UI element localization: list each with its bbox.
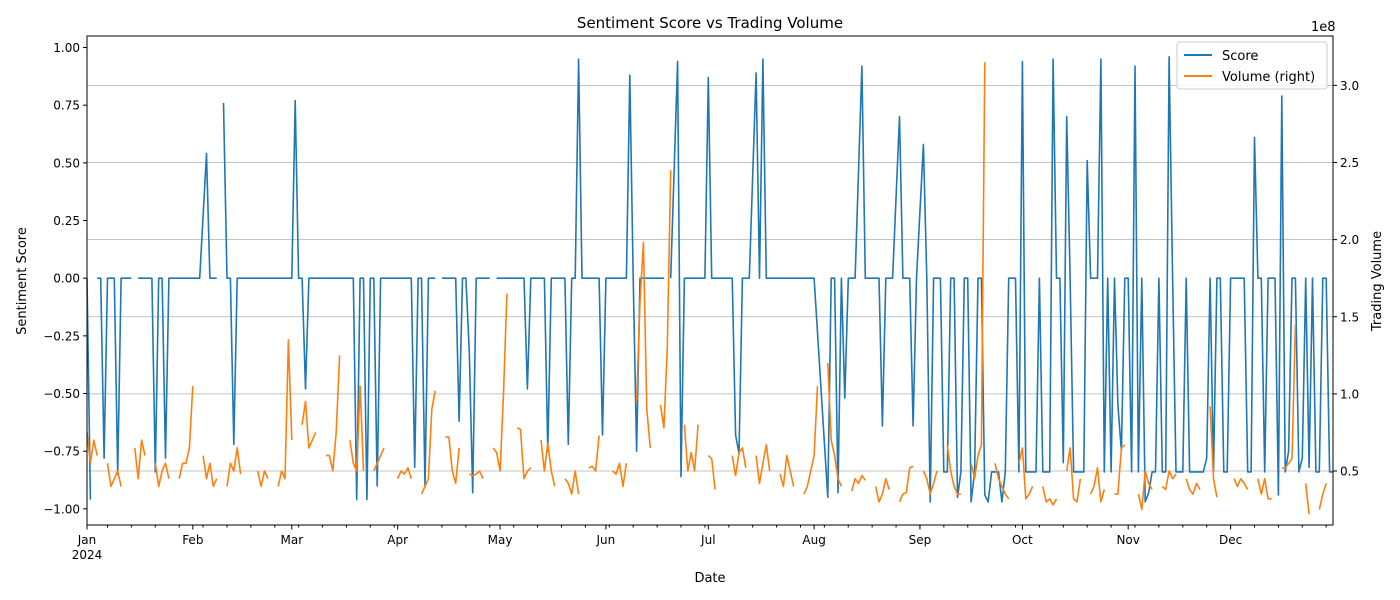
- legend-label-score: Score: [1222, 49, 1258, 64]
- x-axis-label: Date: [694, 571, 725, 586]
- legend-label-volume: Volume (right): [1222, 70, 1315, 85]
- y2-tick-label: 3.0: [1340, 79, 1359, 93]
- series-layer: [86, 56, 1333, 515]
- y2-tick-label: 1.5: [1340, 310, 1359, 324]
- y2-tick-label: 0.5: [1340, 465, 1359, 479]
- y-tick-label: −0.50: [43, 387, 80, 401]
- y-tick-label: 1.00: [53, 41, 80, 55]
- legend: Score Volume (right): [1176, 41, 1328, 90]
- y-tick-label: −0.25: [43, 329, 80, 343]
- y-tick-label: 0.25: [53, 214, 80, 228]
- y-tick-label: 0.75: [53, 99, 80, 113]
- score-series-line: [86, 56, 1333, 503]
- y2-tick-label: 2.0: [1340, 233, 1359, 247]
- x-tick-label: Sep: [909, 533, 932, 547]
- x-tick-label: Jun: [596, 533, 616, 547]
- plot-frame: [86, 35, 1334, 526]
- y2-tick-label: 2.5: [1340, 156, 1359, 170]
- chart-title: Sentiment Score vs Trading Volume: [577, 14, 843, 32]
- x-tick-label: Aug: [802, 533, 825, 547]
- y-tick-label: 0.50: [53, 156, 80, 170]
- y2-axis-label: Trading Volume: [1370, 231, 1385, 332]
- legend-box: [1176, 41, 1328, 90]
- x-tick-label: Nov: [1116, 533, 1139, 547]
- volume-series-line: [86, 62, 1327, 515]
- y2-offset-label: 1e8: [1311, 20, 1336, 35]
- x-tick-label: Oct: [1012, 533, 1033, 547]
- y-axis-right: 0.5 1.0 1.5 2.0 2.5 3.0: [1333, 79, 1359, 479]
- x-tick-label: May: [488, 533, 513, 547]
- x-tick-label: Mar: [281, 533, 304, 547]
- x-tick-label: Jul: [700, 533, 715, 547]
- y-tick-label: 0.00: [53, 272, 80, 286]
- y-axis-left: −1.00 −0.75 −0.50 −0.25 0.00 0.25 0.50 0.75 1.00: [43, 41, 87, 516]
- y-axis-label: Sentiment Score: [15, 227, 30, 335]
- x-tick-label: Jan: [77, 533, 97, 547]
- y2-tick-label: 1.0: [1340, 387, 1359, 401]
- y-tick-label: −1.00: [43, 502, 80, 516]
- y-tick-label: −0.75: [43, 445, 80, 459]
- x-tick-sublabel: 2024: [72, 548, 103, 562]
- x-tick-label: Apr: [387, 533, 408, 547]
- x-tick-label: Dec: [1219, 533, 1242, 547]
- x-tick-label: Feb: [182, 533, 203, 547]
